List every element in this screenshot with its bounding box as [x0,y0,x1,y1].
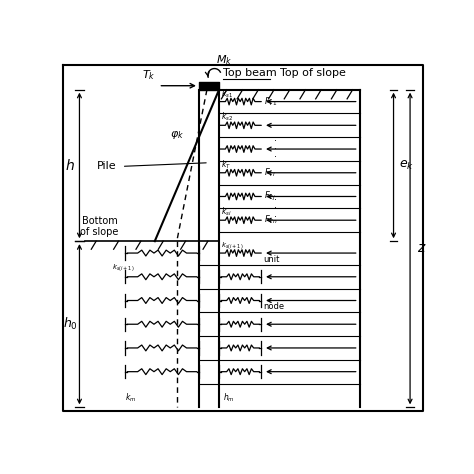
Text: Top beam: Top beam [223,68,276,78]
Text: $F_{T1}$: $F_{T1}$ [264,95,278,108]
Text: ·
·
·: · · · [274,195,277,222]
Text: $h_0$: $h_0$ [63,316,78,332]
Text: $k_{s1}$: $k_{s1}$ [221,87,233,100]
Text: $F_{Tj}$: $F_{Tj}$ [264,190,276,203]
Text: $\varphi_k$: $\varphi_k$ [170,129,184,141]
Text: ·
·
·: · · · [274,136,277,163]
Text: $T_k$: $T_k$ [143,68,156,82]
Text: Pile: Pile [97,161,117,172]
Text: $h_m$: $h_m$ [223,391,235,404]
Text: $k_{si}$: $k_{si}$ [221,206,232,219]
Text: $e_k$: $e_k$ [399,159,414,172]
Text: $M_k$: $M_k$ [216,53,233,67]
Text: $k_{s(i+1)}$: $k_{s(i+1)}$ [112,262,135,273]
Text: Bottom
of slope: Bottom of slope [81,216,119,237]
Text: unit: unit [263,255,280,264]
Text: Top of slope: Top of slope [280,68,346,78]
Text: $z$: $z$ [418,241,427,255]
Text: $h$: $h$ [65,158,75,173]
Text: node: node [263,302,284,311]
Text: $k_{m}$: $k_{m}$ [125,391,137,404]
Text: $k_T$: $k_T$ [221,158,231,171]
Text: $k_{s2}$: $k_{s2}$ [221,111,233,124]
Text: $F_{Tn}$: $F_{Tn}$ [264,214,278,227]
Text: $k_{s(i+1)}$: $k_{s(i+1)}$ [221,240,243,251]
Text: $F_{Ti}$: $F_{Ti}$ [264,166,276,179]
